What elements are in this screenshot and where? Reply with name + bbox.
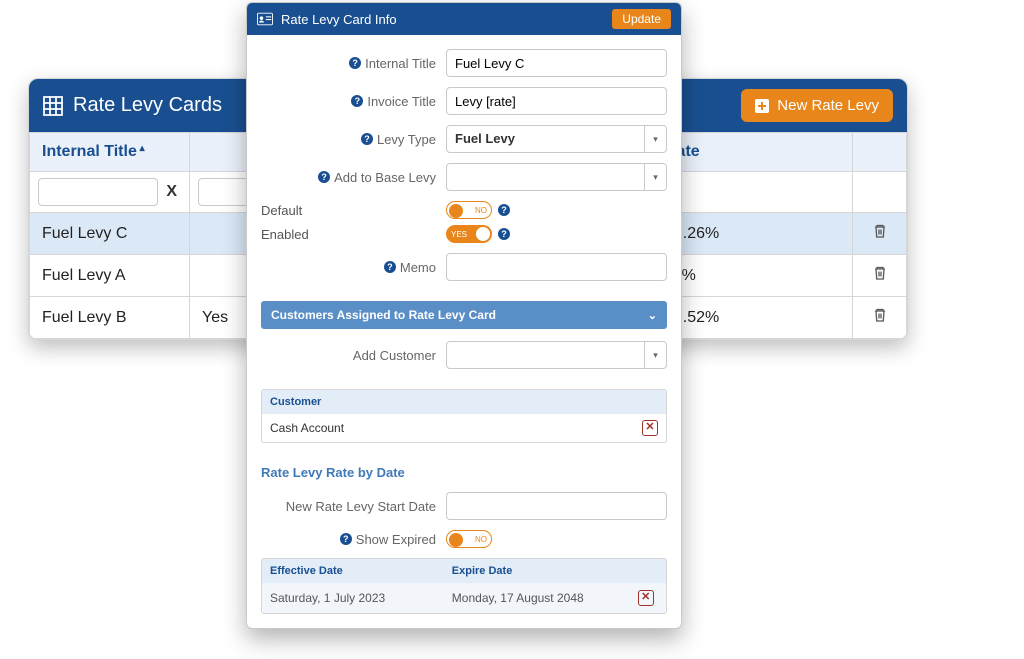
expire-date: Monday, 17 August 2048: [444, 584, 626, 612]
chevron-down-icon: ▾: [644, 164, 666, 190]
show-expired-toggle[interactable]: NO: [446, 530, 492, 548]
col-effective-date: Effective Date: [262, 559, 444, 583]
label-add-customer: Add Customer: [261, 348, 446, 363]
enabled-toggle[interactable]: YES: [446, 225, 492, 243]
customer-row: Cash Account ✕: [262, 414, 666, 442]
cell-rate: 11%: [653, 255, 853, 297]
rate-row: Saturday, 1 July 2023 Monday, 17 August …: [262, 583, 666, 613]
cell-rate: 18.52%: [653, 297, 853, 339]
label-memo: Memo: [400, 260, 436, 275]
chevron-down-icon: ⌄: [648, 309, 657, 322]
update-button[interactable]: Update: [612, 9, 671, 29]
customers-table: Customer Cash Account ✕: [261, 389, 667, 443]
table-grid-icon: [43, 96, 63, 116]
customers-section-header[interactable]: Customers Assigned to Rate Levy Card ⌄: [261, 301, 667, 329]
chevron-down-icon: ▾: [644, 342, 666, 368]
customers-section-title: Customers Assigned to Rate Levy Card: [271, 308, 496, 322]
chevron-down-icon: ▾: [644, 126, 666, 152]
label-add-to-base: Add to Base Levy: [334, 170, 436, 185]
help-icon[interactable]: ?: [340, 533, 352, 545]
add-customer-value: [447, 342, 644, 368]
trash-icon[interactable]: [872, 223, 888, 239]
memo-input[interactable]: [446, 253, 667, 281]
default-toggle-text: NO: [475, 206, 487, 215]
clear-filter-button[interactable]: X: [162, 183, 181, 201]
levy-type-value: Fuel Levy: [447, 126, 644, 152]
cell-title: Fuel Levy A: [30, 255, 190, 297]
levy-type-select[interactable]: Fuel Levy ▾: [446, 125, 667, 153]
start-date-input[interactable]: [446, 492, 667, 520]
help-icon[interactable]: ?: [384, 261, 396, 273]
label-default: Default: [261, 203, 446, 218]
cell-title: Fuel Levy C: [30, 213, 190, 255]
add-customer-select[interactable]: ▾: [446, 341, 667, 369]
modal-header: Rate Levy Card Info Update: [247, 3, 681, 35]
help-icon[interactable]: ?: [318, 171, 330, 183]
add-to-base-select[interactable]: ▾: [446, 163, 667, 191]
help-icon[interactable]: ?: [349, 57, 361, 69]
col-internal-title[interactable]: Internal Title: [30, 133, 190, 172]
rate-levy-info-modal: Rate Levy Card Info Update ? Internal Tit…: [246, 2, 682, 629]
id-card-icon: [257, 12, 273, 26]
label-enabled: Enabled: [261, 227, 446, 242]
cell-rate: 15.26%: [653, 213, 853, 255]
label-start-date: New Rate Levy Start Date: [261, 499, 446, 514]
help-icon[interactable]: ?: [498, 228, 510, 240]
col-expire-date: Expire Date: [444, 559, 626, 583]
trash-icon[interactable]: [872, 265, 888, 281]
modal-title: Rate Levy Card Info: [281, 12, 397, 27]
invoice-title-input[interactable]: [446, 87, 667, 115]
customer-name: Cash Account: [270, 421, 344, 435]
col-rate[interactable]: Rate: [653, 133, 853, 172]
table-title: Rate Levy Cards: [73, 94, 222, 117]
show-expired-toggle-text: NO: [475, 535, 487, 544]
rates-section-title: Rate Levy Rate by Date: [247, 449, 681, 492]
filter-internal-title-input[interactable]: [38, 178, 158, 206]
rates-table: Effective Date Expire Date Saturday, 1 J…: [261, 558, 667, 614]
trash-icon[interactable]: [872, 307, 888, 323]
enabled-toggle-text: YES: [451, 230, 467, 239]
customers-col-header: Customer: [270, 396, 321, 408]
default-toggle[interactable]: NO: [446, 201, 492, 219]
col-actions: [853, 133, 907, 172]
help-icon[interactable]: ?: [361, 133, 373, 145]
effective-date: Saturday, 1 July 2023: [262, 584, 444, 612]
add-to-base-value: [447, 164, 644, 190]
remove-customer-button[interactable]: ✕: [642, 420, 658, 436]
label-levy-type: Levy Type: [377, 132, 436, 147]
help-icon[interactable]: ?: [498, 204, 510, 216]
new-rate-levy-label: New Rate Levy: [777, 97, 879, 114]
label-invoice-title: Invoice Title: [367, 94, 436, 109]
label-show-expired: Show Expired: [356, 532, 436, 547]
cell-title: Fuel Levy B: [30, 297, 190, 339]
internal-title-input[interactable]: [446, 49, 667, 77]
new-rate-levy-button[interactable]: New Rate Levy: [741, 89, 893, 122]
remove-rate-button[interactable]: ✕: [638, 590, 654, 606]
plus-icon: [755, 99, 769, 113]
help-icon[interactable]: ?: [351, 95, 363, 107]
label-internal-title: Internal Title: [365, 56, 436, 71]
